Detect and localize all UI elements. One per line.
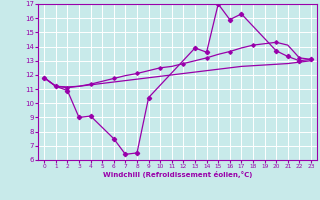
X-axis label: Windchill (Refroidissement éolien,°C): Windchill (Refroidissement éolien,°C)	[103, 171, 252, 178]
